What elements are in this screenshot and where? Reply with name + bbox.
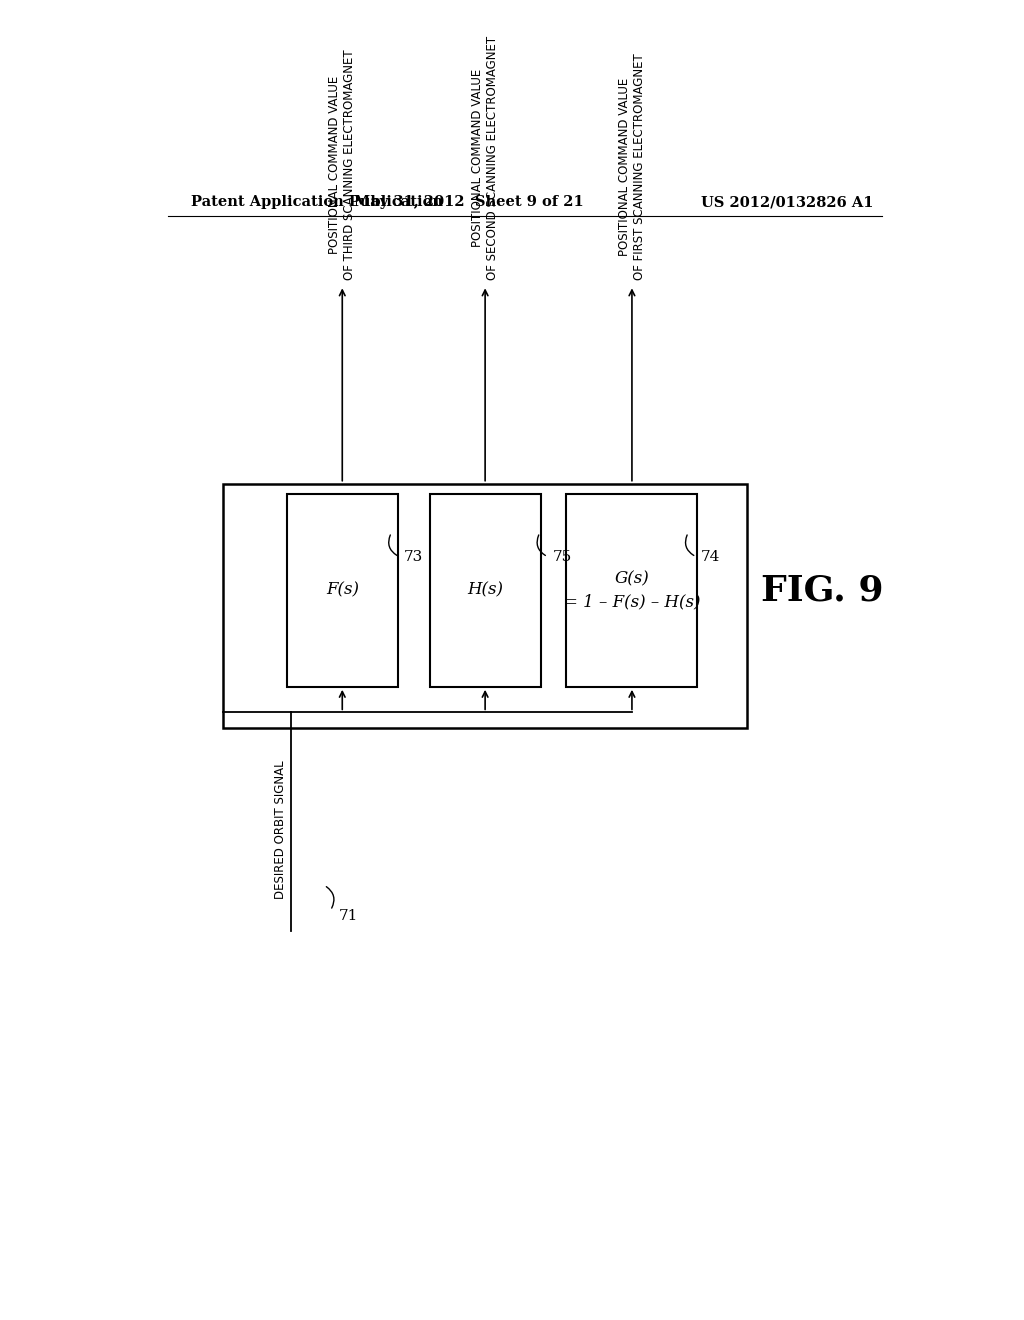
- Bar: [566, 494, 697, 686]
- Bar: [287, 494, 398, 686]
- Text: Patent Application Publication: Patent Application Publication: [191, 195, 443, 209]
- Text: May 31, 2012  Sheet 9 of 21: May 31, 2012 Sheet 9 of 21: [354, 195, 584, 209]
- Bar: [430, 494, 541, 686]
- Text: POSITIONAL COMMAND VALUE
OF SECOND SCANNING ELECTROMAGNET: POSITIONAL COMMAND VALUE OF SECOND SCANN…: [471, 36, 499, 280]
- Text: G(s)
= 1 – F(s) – H(s): G(s) = 1 – F(s) – H(s): [563, 570, 700, 610]
- Text: F(s): F(s): [326, 582, 358, 599]
- Text: US 2012/0132826 A1: US 2012/0132826 A1: [701, 195, 873, 209]
- Text: 73: 73: [404, 550, 423, 564]
- Text: 75: 75: [553, 550, 571, 564]
- Text: DESIRED ORBIT SIGNAL: DESIRED ORBIT SIGNAL: [273, 760, 287, 899]
- Text: 74: 74: [701, 550, 720, 564]
- Text: POSITIONAL COMMAND VALUE
OF FIRST SCANNING ELECTROMAGNET: POSITIONAL COMMAND VALUE OF FIRST SCANNI…: [617, 54, 646, 280]
- Text: H(s): H(s): [467, 582, 503, 599]
- Text: 71: 71: [338, 908, 357, 923]
- Bar: [223, 483, 748, 727]
- Text: FIG. 9: FIG. 9: [761, 573, 884, 607]
- Text: POSITIONAL COMMAND VALUE
OF THIRD SCANNING ELECTROMAGNET: POSITIONAL COMMAND VALUE OF THIRD SCANNI…: [329, 50, 356, 280]
